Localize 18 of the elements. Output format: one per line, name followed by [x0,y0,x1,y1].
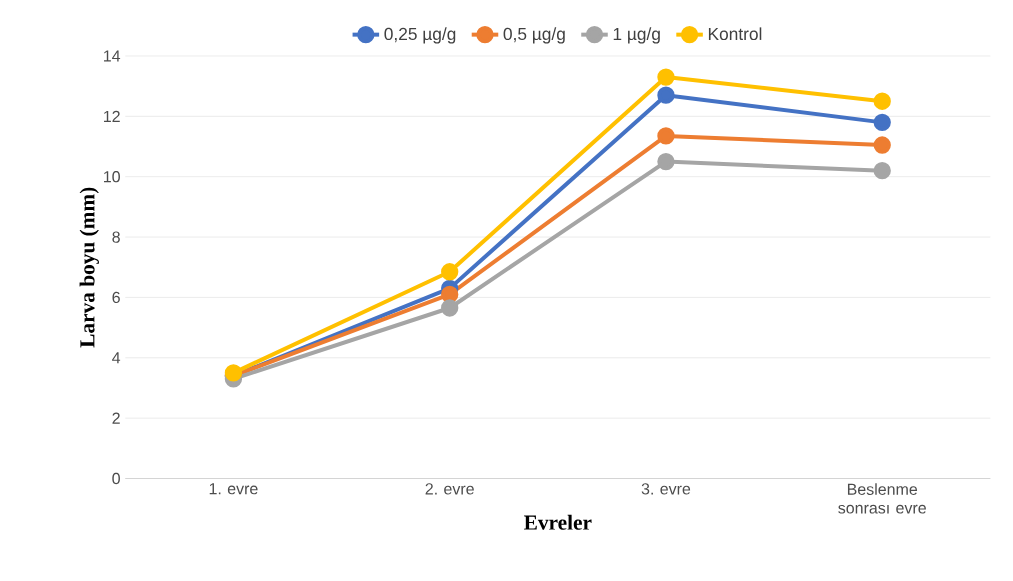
legend-label: 0,5 µg/g [503,27,565,44]
y-tick-label: 0 [112,472,120,485]
y-tick-label: 8 [112,231,120,243]
x-tick-label: 1. evre [209,483,258,495]
legend-label: Kontrol [708,27,762,41]
x-tick-label: 2. evre [425,483,474,495]
y-tick-label: 12 [104,110,120,122]
y-tick-label: 14 [104,50,121,62]
y-tick-label: 6 [112,291,120,304]
legend-label: 0,25 µg/g [384,27,456,44]
x-axis-title: Evreler [524,514,592,530]
y-tick-label: 4 [112,352,121,364]
legend-label: 1 µg/g [613,27,660,44]
y-axis-title: Larva boyu (mm) [79,187,99,348]
y-tick-label: 10 [104,170,120,183]
x-tick-label: Beslenme sonrası evre [838,483,926,514]
x-tick-label: 3. evre [641,483,691,495]
y-tick-label: 2 [112,412,120,424]
